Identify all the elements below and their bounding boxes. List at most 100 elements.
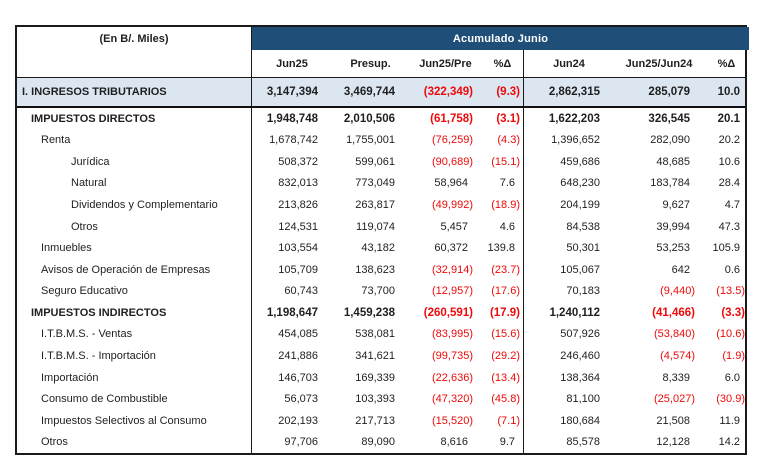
cell-jun25-pre: (49,992) xyxy=(432,199,473,212)
cell-pct-delta-2: 105.9 xyxy=(712,242,740,255)
cell-jun25-pre: (12,957) xyxy=(432,285,473,298)
cell-pct-delta-2: 11.9 xyxy=(719,414,740,427)
table-row: Consumo de Combustible 56,073 103,393 (47,3… xyxy=(17,388,745,410)
table-row: IMPUESTOS DIRECTOS 1,948,748 2,010,506 (61,… xyxy=(17,108,745,130)
cell-pct-delta-1: 7.6 xyxy=(482,172,524,195)
cell-pct-delta-1: (3.1) xyxy=(482,108,524,130)
cell-presup: 1,755,001 xyxy=(346,134,395,147)
cell-jun25-jun24: (25,027) xyxy=(654,393,695,406)
cell-presup: 599,061 xyxy=(355,155,395,168)
row-label: IMPUESTOS DIRECTOS xyxy=(17,108,252,130)
cell-pct-delta-1: (7.1) xyxy=(482,409,524,432)
band-title: Acumulado Junio xyxy=(252,27,749,50)
table-row: Avisos de Operación de Empresas 105,709 13… xyxy=(17,258,745,281)
cell-jun25-pre: (47,320) xyxy=(432,393,473,406)
cell-pct-delta-1: (23.7) xyxy=(482,258,524,281)
cell-presup: 538,081 xyxy=(355,328,395,341)
cell-jun24: 204,199 xyxy=(560,199,600,212)
row-label: Consumo de Combustible xyxy=(17,388,252,410)
cell-jun25: 213,826 xyxy=(278,199,318,212)
total-row-label: I. INGRESOS TRIBUTARIOS xyxy=(17,78,252,106)
total-cell-jun25-jun24: 285,079 xyxy=(648,86,690,98)
row-label: Avisos de Operación de Empresas xyxy=(17,258,252,281)
cell-presup: 138,623 xyxy=(355,263,395,276)
cell-jun25-jun24: (41,466) xyxy=(652,306,695,319)
cell-presup: 263,817 xyxy=(355,199,395,212)
cell-pct-delta-2: 14.2 xyxy=(718,436,740,449)
total-cell-pct-delta-1: (9.3) xyxy=(482,78,524,106)
cell-pct-delta-2: (13.5) xyxy=(716,285,745,298)
cell-jun24: 84,538 xyxy=(566,220,600,233)
cell-presup: 1,459,238 xyxy=(343,306,395,319)
table-row: IMPUESTOS INDIRECTOS 1,198,647 1,459,238 (2… xyxy=(17,302,745,324)
cell-jun25-jun24: (9,440) xyxy=(660,285,695,298)
row-label: Inmuebles xyxy=(17,237,252,259)
row-label: Dividendos y Complementario xyxy=(17,194,252,216)
table-row: Otros 97,706 89,090 8,616 9.7 85,578 12,128 14.… xyxy=(17,431,745,453)
table-row: Natural 832,013 773,049 58,964 7.6 648,230 183… xyxy=(17,172,745,195)
cell-pct-delta-2: 47.3 xyxy=(718,220,740,233)
cell-jun24: 459,686 xyxy=(560,155,600,168)
cell-jun25: 1,198,647 xyxy=(266,306,318,319)
cell-pct-delta-1: (17.6) xyxy=(482,280,524,303)
cell-jun25-jun24: 48,685 xyxy=(656,155,690,168)
cell-pct-delta-2: (10.6) xyxy=(716,328,745,341)
cell-presup: 341,621 xyxy=(355,349,395,362)
cell-pct-delta-1: (17.9) xyxy=(482,302,524,324)
table-row: Impuestos Selectivos al Consumo 202,193 21… xyxy=(17,409,745,432)
cell-jun25: 832,013 xyxy=(278,177,318,190)
table-row: Otros 124,531 119,074 5,457 4.6 84,538 39,994 4… xyxy=(17,215,745,238)
row-label: Renta xyxy=(17,129,252,152)
units-label: (En B/. Miles) xyxy=(17,27,252,77)
table-body: IMPUESTOS DIRECTOS 1,948,748 2,010,506 (61,… xyxy=(17,108,745,453)
cell-presup: 217,713 xyxy=(355,414,395,427)
revenue-report-table: (En B/. Miles) Acumulado Junio Jun25 Pre… xyxy=(15,25,749,455)
column-header-row: Jun25 Presup. Jun25/Pre %Δ Jun24 Jun25/J… xyxy=(252,50,749,77)
cell-jun25-jun24: 282,090 xyxy=(650,134,690,147)
cell-jun25-jun24: 39,994 xyxy=(656,220,690,233)
cell-jun25-jun24: 12,128 xyxy=(656,436,690,449)
row-label: Impuestos Selectivos al Consumo xyxy=(17,409,252,432)
cell-jun25: 105,709 xyxy=(278,263,318,276)
cell-jun25-pre: (90,689) xyxy=(432,155,473,168)
cell-jun24: 81,100 xyxy=(566,393,600,406)
cell-jun25: 56,073 xyxy=(284,393,318,406)
cell-jun25-jun24: 183,784 xyxy=(650,177,690,190)
column-header-jun25-jun24: Jun25/Jun24 xyxy=(625,57,693,70)
row-label: I.T.B.M.S. - Importación xyxy=(17,345,252,367)
cell-pct-delta-2: 4.7 xyxy=(724,199,740,212)
cell-jun25-pre: 58,964 xyxy=(434,177,468,190)
cell-pct-delta-1: (13.4) xyxy=(482,366,524,389)
cell-jun25-pre: (260,591) xyxy=(423,306,473,319)
cell-jun25: 60,743 xyxy=(284,285,318,298)
row-label: I.T.B.M.S. - Ventas xyxy=(17,323,252,346)
cell-pct-delta-2: 20.1 xyxy=(717,112,740,125)
cell-jun25: 454,085 xyxy=(278,328,318,341)
cell-jun25: 1,678,742 xyxy=(269,134,318,147)
cell-jun25: 1,948,748 xyxy=(266,112,318,125)
cell-pct-delta-2: (1.9) xyxy=(722,349,745,362)
cell-jun25: 124,531 xyxy=(278,220,318,233)
column-header-presup: Presup. xyxy=(350,57,391,70)
cell-jun25-pre: (76,259) xyxy=(432,134,473,147)
row-label: Otros xyxy=(17,431,252,453)
cell-jun24: 246,460 xyxy=(560,349,600,362)
cell-jun25-jun24: 642 xyxy=(671,263,690,276)
cell-jun24: 85,578 xyxy=(566,436,600,449)
row-label: Importación xyxy=(17,366,252,389)
table-row: I.T.B.M.S. - Importación 241,886 341,621 (9… xyxy=(17,345,745,367)
cell-jun25-jun24: 9,627 xyxy=(662,199,690,212)
cell-pct-delta-2: 6.0 xyxy=(724,371,740,384)
row-label: Jurídica xyxy=(17,151,252,173)
total-row: I. INGRESOS TRIBUTARIOS 3,147,394 3,469,… xyxy=(17,78,745,108)
table-row: Importación 146,703 169,339 (22,636) (13.4) 1… xyxy=(17,366,745,389)
cell-pct-delta-1: 4.6 xyxy=(482,215,524,238)
cell-pct-delta-2: 0.6 xyxy=(724,263,740,276)
row-label: Seguro Educativo xyxy=(17,280,252,303)
cell-jun25-pre: 8,616 xyxy=(440,436,468,449)
cell-jun25-pre: 5,457 xyxy=(440,220,468,233)
row-label: Natural xyxy=(17,172,252,195)
cell-jun25: 97,706 xyxy=(284,436,318,449)
cell-pct-delta-1: 139.8 xyxy=(482,237,524,259)
total-cell-jun25-pre: (322,349) xyxy=(423,86,473,98)
